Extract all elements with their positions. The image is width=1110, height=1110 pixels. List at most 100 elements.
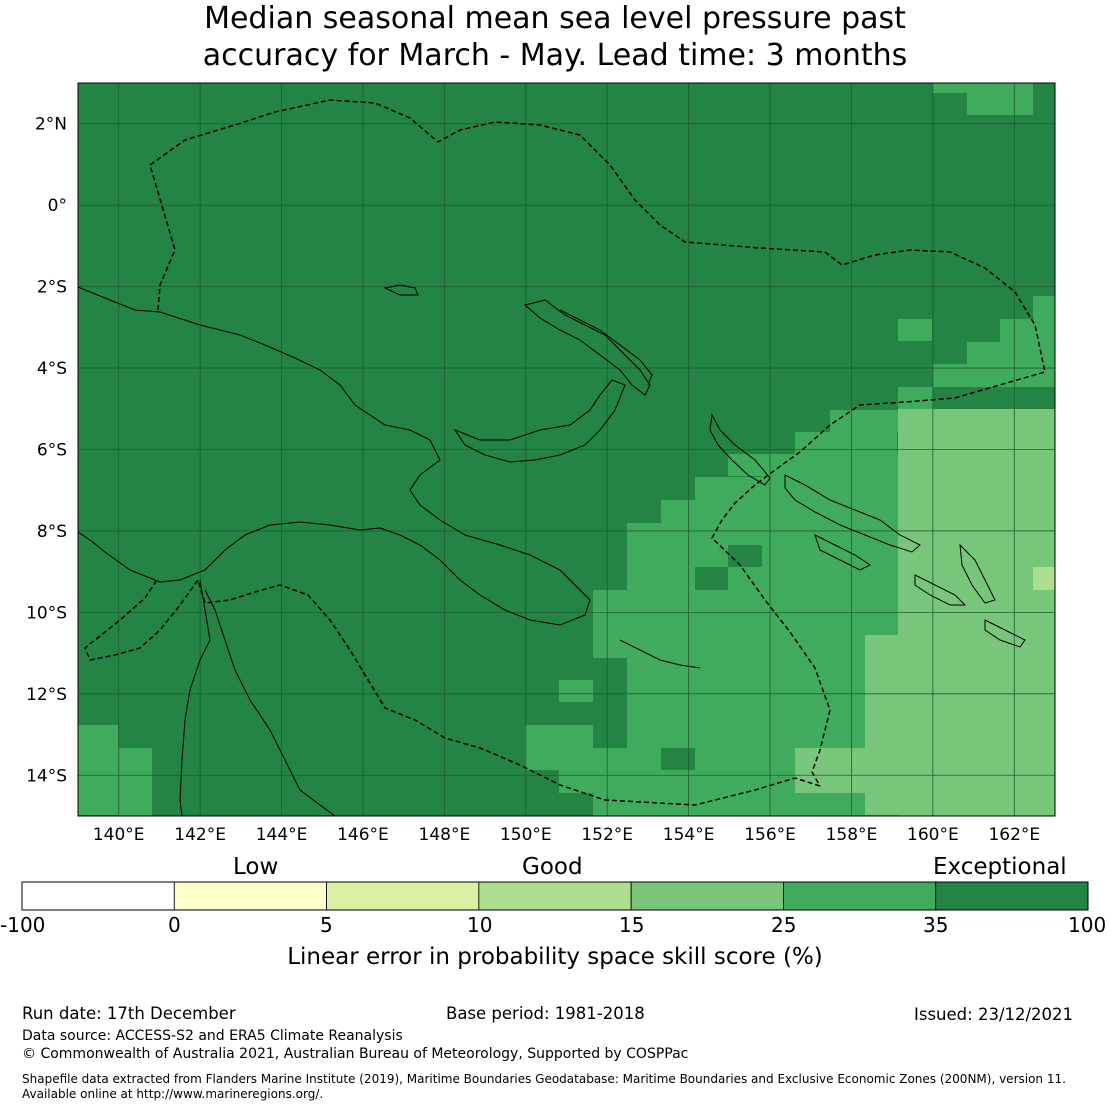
legend-tick-100: 100 xyxy=(1068,913,1107,937)
x-tick-label: 162°E xyxy=(988,825,1040,845)
skill-cell xyxy=(695,567,728,590)
colorbar-segment xyxy=(478,881,632,911)
skill-cell xyxy=(695,477,898,500)
copyright: © Commonwealth of Australia 2021, Austra… xyxy=(22,1046,689,1062)
y-axis-ticks: 2°N 0° 2°S 4°S 6°S 8°S 10°S 12°S 14°S xyxy=(26,115,67,787)
x-tick-label: 156°E xyxy=(744,825,796,845)
coast-solomons-2 xyxy=(814,534,871,571)
skill-cell xyxy=(627,680,865,703)
skill-cell xyxy=(865,635,898,815)
skill-cell xyxy=(967,93,1033,115)
skill-cell xyxy=(593,590,898,613)
skill-cell xyxy=(593,635,865,658)
map-frame xyxy=(77,82,1056,817)
coast-bougainville xyxy=(709,413,771,486)
coast-manus xyxy=(383,284,419,296)
skill-cell xyxy=(593,793,933,816)
coast-new-britain xyxy=(523,299,651,396)
y-tick-label: 6°S xyxy=(37,441,67,461)
coast-san-cristobal xyxy=(984,619,1026,648)
colorbar-segment xyxy=(935,881,1089,911)
coast-solomons-1 xyxy=(784,474,921,553)
skill-cell xyxy=(933,364,1055,387)
skill-cell xyxy=(559,680,593,702)
boundary-png-south xyxy=(84,577,821,806)
coast-louisiades xyxy=(619,639,701,669)
legend-tick-neg100: -100 xyxy=(0,913,46,937)
base-period: Base period: 1981-2018 xyxy=(446,1004,645,1023)
issued-date: Issued: 23/12/2021 xyxy=(914,1005,1074,1024)
skill-cell xyxy=(78,725,118,815)
x-tick-label: 158°E xyxy=(826,825,878,845)
skill-cell xyxy=(661,748,695,770)
chart-title: Median seasonal mean sea level pressure … xyxy=(0,0,1110,74)
legend-category-good: Good xyxy=(522,854,583,880)
skill-cell xyxy=(661,500,898,523)
legend-category-exceptional: Exceptional xyxy=(933,854,1067,880)
colorbar-frame xyxy=(21,881,1089,911)
title-line-2: accuracy for March - May. Lead time: 3 m… xyxy=(202,38,908,73)
coast-solomons-3 xyxy=(914,574,967,606)
skill-cell xyxy=(627,523,898,545)
y-tick-label: 10°S xyxy=(26,603,67,623)
skill-cell xyxy=(762,454,898,477)
x-tick-label: 160°E xyxy=(907,825,959,845)
coast-australia-east xyxy=(204,589,336,817)
skill-cell xyxy=(627,567,898,590)
y-tick-label: 0° xyxy=(48,196,67,216)
skill-cell xyxy=(795,748,865,793)
colorbar-segment xyxy=(173,881,327,911)
x-tick-label: 152°E xyxy=(581,825,633,845)
coast-australia-cape-york xyxy=(179,579,211,817)
y-tick-label: 2°N xyxy=(35,115,67,135)
data-source: Data source: ACCESS-S2 and ERA5 Climate … xyxy=(22,1028,403,1044)
x-tick-label: 140°E xyxy=(93,825,145,845)
x-tick-label: 146°E xyxy=(337,825,389,845)
shapefile-credit-2: Available online at http://www.marinereg… xyxy=(22,1087,324,1101)
skill-cell xyxy=(728,454,762,476)
legend-tick-0: 0 xyxy=(168,913,181,937)
x-axis-ticks: 140°E 142°E 144°E 146°E 148°E 150°E 152°E 154°E… xyxy=(93,825,1040,845)
skill-cell xyxy=(1000,319,1055,342)
coastlines xyxy=(77,284,1026,817)
skill-cell xyxy=(593,613,898,635)
skill-cell xyxy=(627,545,898,567)
y-tick-label: 14°S xyxy=(26,766,67,786)
colorbar-segment xyxy=(326,881,480,911)
coast-solomons-4 xyxy=(959,543,996,604)
x-tick-label: 150°E xyxy=(500,825,552,845)
colorbar-segment xyxy=(21,881,175,911)
skill-cell xyxy=(695,748,795,770)
x-tick-label: 148°E xyxy=(419,825,471,845)
skill-cell xyxy=(795,432,897,454)
y-tick-label: 2°S xyxy=(37,278,67,298)
skill-score-map xyxy=(77,82,1056,817)
legend-tick-10: 10 xyxy=(467,913,493,937)
legend-tick-25: 25 xyxy=(771,913,797,937)
legend-tick-15: 15 xyxy=(619,913,645,937)
skill-cell xyxy=(728,545,762,567)
x-tick-label: 154°E xyxy=(663,825,715,845)
legend-tick-5: 5 xyxy=(320,913,333,937)
coast-new-ireland xyxy=(559,309,653,386)
skill-cell xyxy=(898,635,966,658)
x-tick-label: 142°E xyxy=(174,825,226,845)
coast-new-guinea xyxy=(77,286,591,626)
skill-cell xyxy=(525,748,661,770)
colorbar-segment xyxy=(630,881,784,911)
coast-huon xyxy=(453,379,626,463)
boundary-png-north xyxy=(149,99,1046,787)
skill-cell xyxy=(118,748,152,816)
y-tick-label: 8°S xyxy=(37,522,67,542)
skill-cell xyxy=(898,319,932,341)
map-gridlines xyxy=(78,83,1055,816)
skill-cell xyxy=(933,83,1033,93)
legend-tick-35: 35 xyxy=(923,913,949,937)
legend-title: Linear error in probability space skill … xyxy=(287,944,823,970)
skill-cell xyxy=(627,658,865,680)
x-tick-label: 144°E xyxy=(256,825,308,845)
y-tick-label: 12°S xyxy=(26,685,67,705)
skill-cell xyxy=(967,342,1055,364)
skill-cell xyxy=(1033,567,1055,590)
